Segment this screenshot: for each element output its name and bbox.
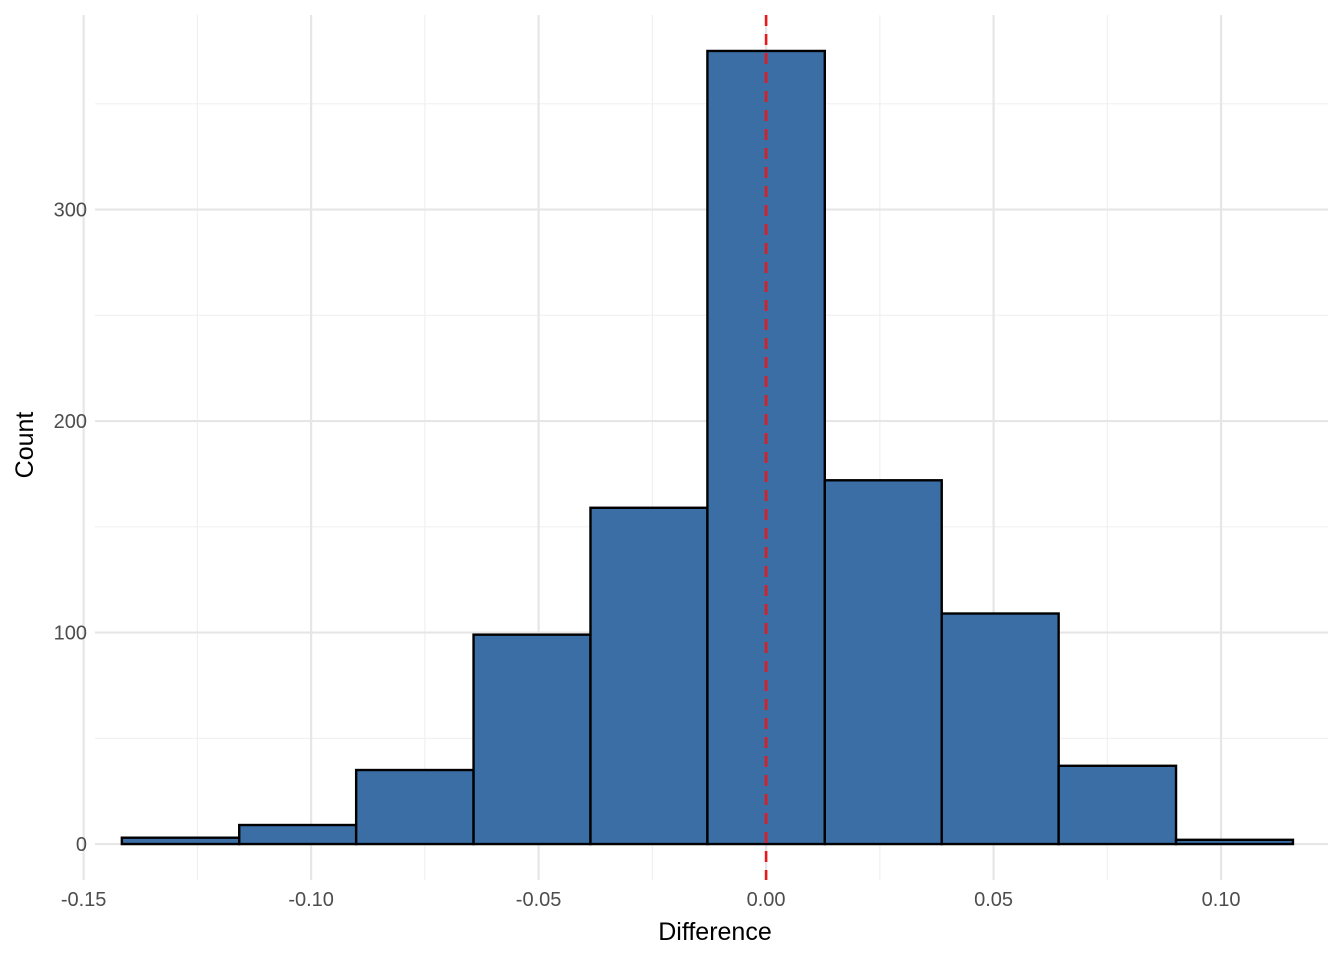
histogram-bar <box>823 479 943 846</box>
y-axis-tick-labels: 0 100 200 300 <box>54 200 87 856</box>
y-tick-label: 300 <box>54 200 87 222</box>
x-tick-label: -0.05 <box>516 889 562 911</box>
x-axis-tick-labels: -0.15 -0.10 -0.05 0.00 0.05 0.10 <box>61 889 1241 911</box>
x-axis-title: Difference <box>658 918 772 946</box>
y-tick-label: 100 <box>54 623 87 645</box>
histogram-bar <box>354 768 475 846</box>
x-tick-label: 0.00 <box>747 889 786 911</box>
x-tick-label: 0.10 <box>1202 889 1241 911</box>
histogram-bar <box>120 836 241 846</box>
histogram-bar <box>706 49 826 846</box>
y-axis-title: Count <box>11 412 39 479</box>
histogram-bar <box>1174 838 1295 846</box>
y-tick-label: 200 <box>54 411 87 433</box>
x-tick-label: -0.10 <box>288 889 334 911</box>
histogram-bar <box>1057 764 1178 846</box>
x-tick-label: -0.15 <box>61 889 107 911</box>
histogram-bar <box>238 823 358 846</box>
histogram-bar <box>940 612 1060 846</box>
histogram-bar <box>589 506 709 846</box>
y-tick-label: 0 <box>76 834 87 856</box>
histogram-bar <box>472 633 592 846</box>
histogram-bars <box>120 49 1295 846</box>
x-tick-label: 0.05 <box>974 889 1013 911</box>
